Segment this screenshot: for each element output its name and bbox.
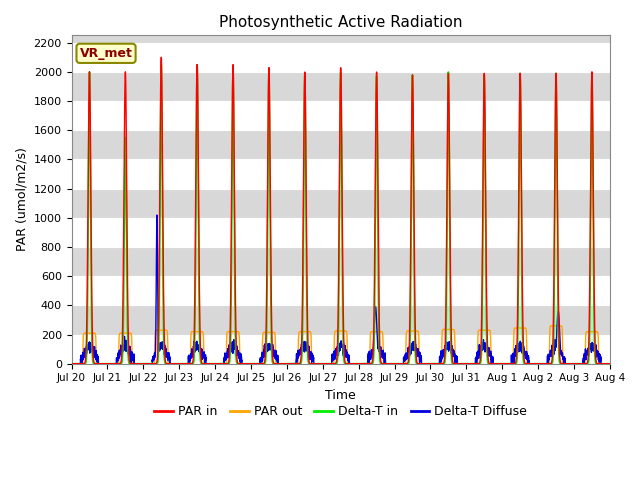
Bar — [72, 101, 610, 130]
Text: VR_met: VR_met — [79, 47, 132, 60]
Title: Photosynthetic Active Radiation: Photosynthetic Active Radiation — [219, 15, 463, 30]
Bar — [72, 276, 610, 305]
Bar — [72, 159, 610, 189]
Bar — [72, 130, 610, 159]
Bar — [72, 43, 610, 72]
X-axis label: Time: Time — [325, 389, 356, 402]
Y-axis label: PAR (umol/m2/s): PAR (umol/m2/s) — [15, 147, 28, 252]
Bar — [72, 218, 610, 247]
Bar — [72, 305, 610, 335]
Bar — [72, 335, 610, 364]
Bar — [72, 72, 610, 101]
Bar — [72, 247, 610, 276]
Bar — [72, 189, 610, 218]
Legend: PAR in, PAR out, Delta-T in, Delta-T Diffuse: PAR in, PAR out, Delta-T in, Delta-T Dif… — [149, 400, 532, 423]
